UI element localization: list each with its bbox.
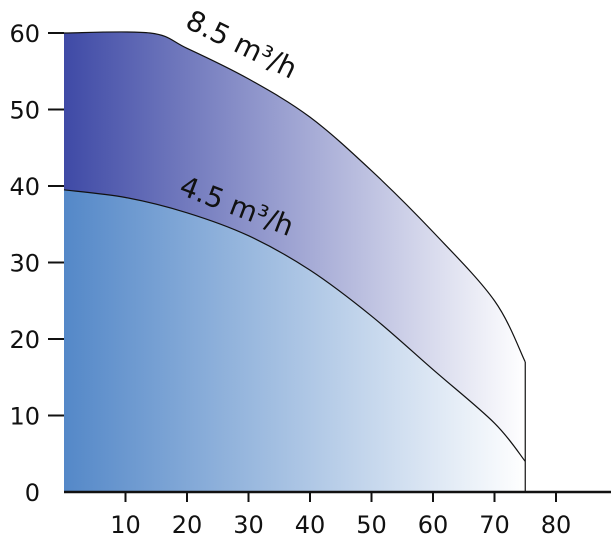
x-tick-label: 70 — [479, 511, 510, 539]
x-tick-label: 40 — [295, 511, 326, 539]
y-tick-label: 50 — [9, 97, 40, 125]
ticks-layer: 10 20 30 40 50 60 70 80 0 10 20 30 40 50 60 — [9, 20, 571, 539]
areas-layer — [64, 31, 526, 492]
x-tick-label: 50 — [356, 511, 387, 539]
series-line-upper — [63, 31, 526, 363]
y-tick-label: 60 — [9, 20, 40, 48]
x-tick-label: 60 — [418, 511, 449, 539]
y-tick-label: 20 — [9, 326, 40, 354]
y-tick-label: 10 — [9, 403, 40, 431]
curves-layer — [63, 31, 526, 492]
area-lower-band — [64, 189, 526, 492]
series-line-lower — [63, 189, 526, 462]
y-tick-label: 0 — [25, 479, 40, 507]
area-upper-band — [64, 31, 526, 462]
x-tick-label: 80 — [541, 511, 572, 539]
x-tick-label: 10 — [110, 511, 141, 539]
y-tick-label: 40 — [9, 173, 40, 201]
y-tick-label: 30 — [9, 250, 40, 278]
x-tick-label: 20 — [172, 511, 203, 539]
x-tick-label: 30 — [233, 511, 264, 539]
